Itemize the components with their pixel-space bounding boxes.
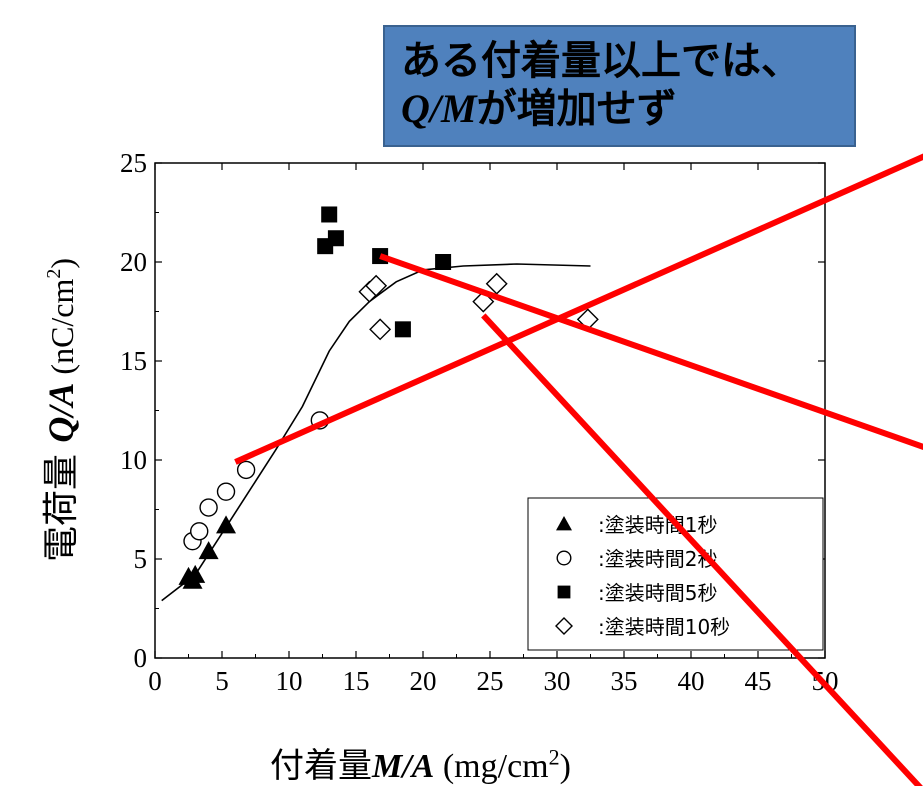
data-point-diamond (369, 318, 392, 341)
legend-marker-diamond (555, 617, 573, 635)
y-tick-label: 0 (134, 643, 148, 673)
y-label-jp: 電荷量 (41, 442, 82, 563)
x-axis-label: 付着量M/A (mg/cm2) (270, 738, 571, 787)
data-point-diamond (365, 274, 388, 297)
data-point-circle (199, 498, 218, 517)
x-tick-label: 40 (678, 666, 705, 696)
y-tick-label: 10 (120, 445, 147, 475)
data-point-triangle (185, 564, 206, 583)
red-overlay-line (481, 313, 923, 786)
fit-curve (161, 263, 591, 602)
x-tick-label: 45 (745, 666, 772, 696)
x-label-unit-close: ) (559, 748, 571, 785)
callout-box: ある付着量以上では、 Q/Mが増加せず (383, 25, 856, 147)
y-label-sup: 2 (43, 268, 65, 279)
y-tick-label: 25 (120, 148, 147, 178)
data-point-diamond (485, 272, 508, 295)
x-tick-label: 25 (477, 666, 504, 696)
x-tick-label: 35 (611, 666, 638, 696)
x-tick-label: 0 (148, 666, 162, 696)
data-point-circle (190, 522, 209, 541)
callout-line-2-rest: が増加せず (476, 86, 677, 132)
data-point-square (394, 321, 411, 338)
y-label-var: Q/A (41, 382, 81, 443)
data-point-circle (236, 460, 256, 480)
red-overlay-line (379, 253, 923, 450)
x-tick-label: 20 (410, 666, 437, 696)
callout-line-1: ある付着量以上では、 (401, 38, 801, 84)
x-label-var: M/A (372, 748, 435, 785)
data-point-square (327, 230, 344, 247)
data-point-square (321, 206, 338, 223)
data-point-circle (216, 482, 236, 501)
x-label-unit: (mg/cm (434, 748, 549, 785)
legend-label: :塗装時間5秒 (598, 581, 717, 605)
y-axis-label: 電荷量 Q/A (nC/cm2) (32, 258, 84, 562)
legend-marker-triangle (556, 516, 572, 531)
x-tick-label: 30 (544, 666, 571, 696)
x-tick-label: 10 (276, 666, 303, 696)
callout-line-2: Q/Mが増加せず (401, 85, 854, 133)
legend-label: :塗装時間10秒 (598, 615, 730, 639)
x-label-jp: 付着量 (270, 746, 372, 786)
y-tick-label: 15 (120, 346, 147, 376)
data-point-square (435, 254, 452, 270)
y-label-unit: (nC/cm (44, 278, 80, 383)
legend-marker-square (557, 585, 571, 599)
legend-label: :塗装時間1秒 (598, 513, 717, 537)
y-tick-label: 5 (134, 544, 148, 574)
x-tick-label: 5 (215, 666, 229, 696)
red-overlay-line (234, 153, 923, 465)
callout-qm: Q/M (401, 86, 477, 131)
x-tick-label: 15 (343, 666, 370, 696)
x-label-sup: 2 (548, 744, 560, 770)
data-point-triangle (198, 541, 219, 560)
data-point-triangle (216, 515, 237, 534)
y-tick-label: 20 (120, 247, 147, 277)
legend-marker-circle (556, 550, 572, 566)
y-label-unit-close: ) (44, 257, 80, 269)
